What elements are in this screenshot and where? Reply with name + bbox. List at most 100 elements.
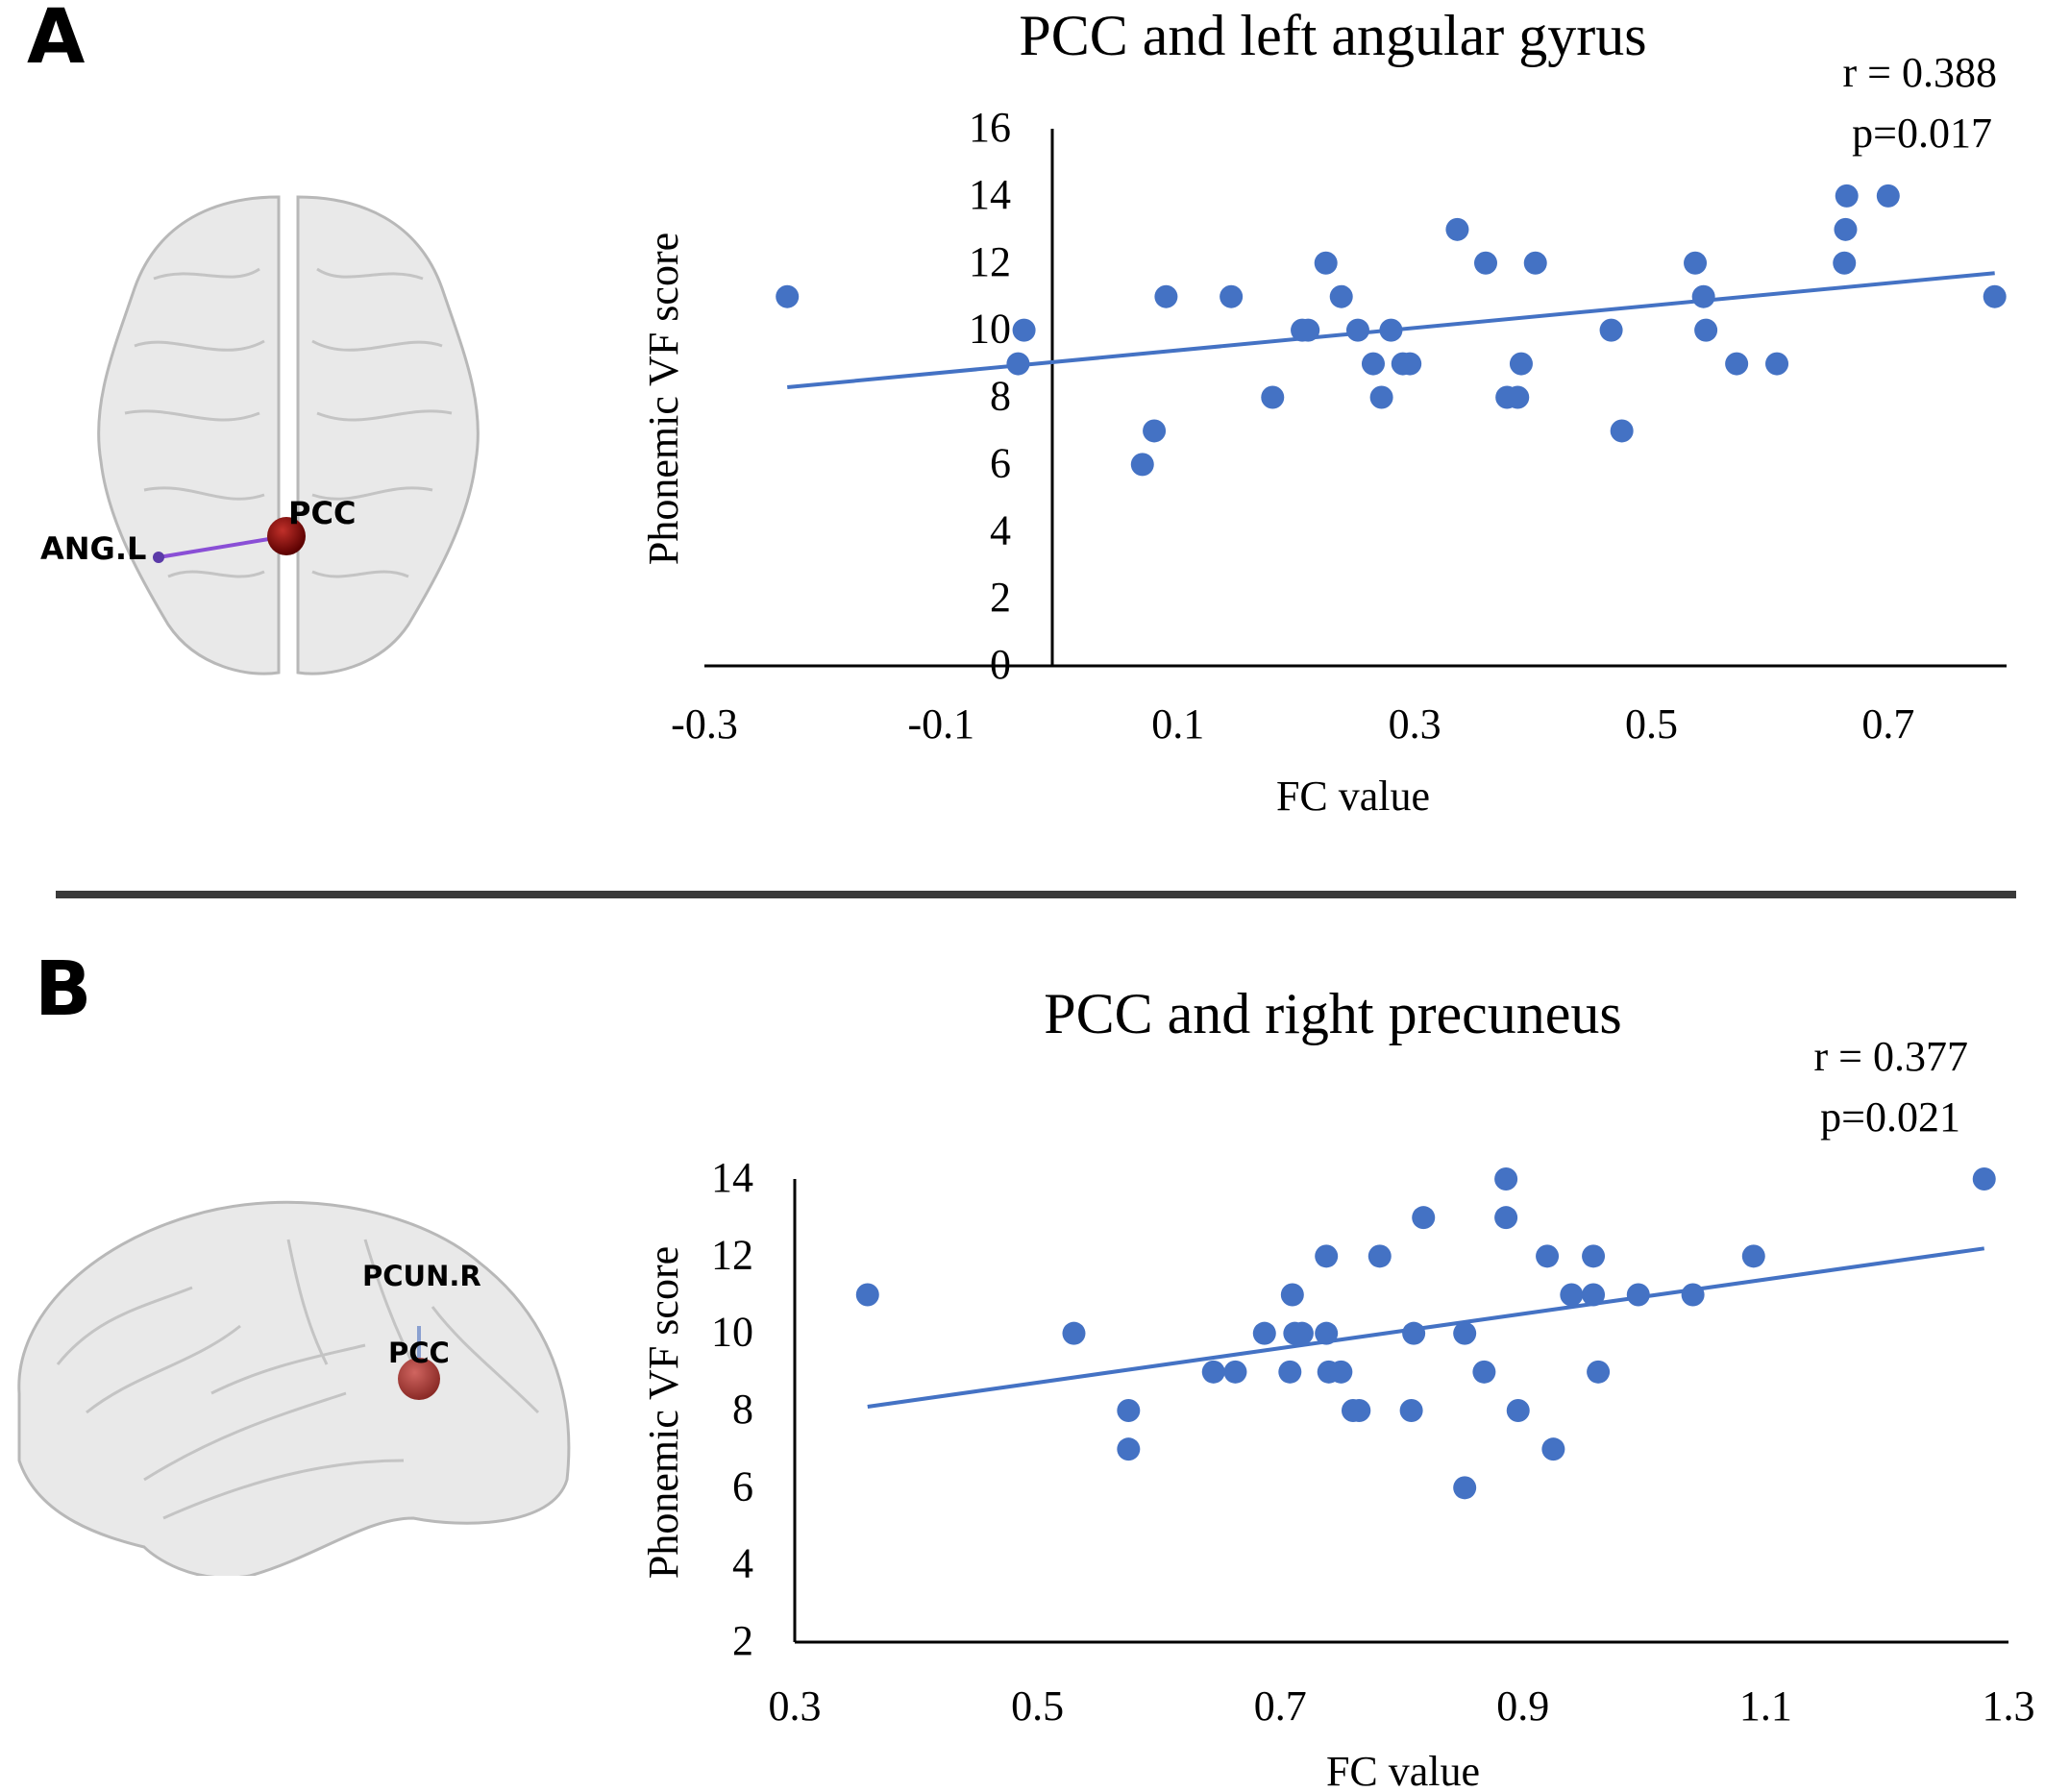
chart-b-axes [793, 1179, 2008, 1644]
chart-b-xtick-label: 1.1 [1739, 1682, 1792, 1730]
chart-b-point [1223, 1360, 1247, 1384]
chart-a-point [1345, 318, 1369, 342]
chart-a-point [1725, 352, 1749, 376]
chart-a-xtick-label: -0.1 [908, 700, 975, 748]
chart-a-point [1509, 352, 1533, 376]
chart-b-point [1541, 1437, 1565, 1461]
chart-a-point [1691, 284, 1715, 308]
chart-a-axes [704, 129, 2007, 668]
chart-b-point [1278, 1360, 1302, 1384]
chart-a-point [1379, 318, 1403, 342]
chart-b-point [1315, 1244, 1339, 1268]
chart-b-point [1399, 1399, 1423, 1422]
chart-a-point [1261, 385, 1285, 409]
chart-a-point [1834, 217, 1858, 241]
chart-b-xtick-label: 0.7 [1254, 1682, 1307, 1730]
pcc-node [267, 517, 306, 555]
chart-a-xtick-label: -0.3 [671, 700, 738, 748]
chart-a-ytick-label: 2 [990, 574, 1011, 621]
chart-b-ytick-label: 12 [711, 1231, 753, 1278]
chart-a-point [1694, 318, 1718, 342]
pcc-node-b [398, 1358, 440, 1400]
chart-a-points [776, 184, 2007, 477]
chart-a-point [1314, 251, 1338, 275]
chart-b-point [1626, 1283, 1650, 1307]
chart-b-stat-r: r = 0.377 [1814, 1033, 1968, 1080]
chart-b-point [1453, 1476, 1477, 1500]
chart-b-point [1201, 1360, 1225, 1384]
chart-a-ytick-label: 0 [990, 641, 1011, 688]
chart-b-point [1536, 1244, 1560, 1268]
chart-b-point [1582, 1283, 1606, 1307]
chart-a-point [1765, 352, 1789, 376]
chart-a-point [1983, 284, 2007, 308]
chart-a-point [1445, 217, 1469, 241]
chart-a-point [1143, 419, 1167, 443]
chart-b-xlabel: FC value [1326, 1748, 1480, 1792]
chart-a-ytick-label: 6 [990, 439, 1011, 486]
chart-b-xtick-label: 0.9 [1496, 1682, 1549, 1730]
chart-a-stat-r: r = 0.388 [1843, 49, 1997, 96]
panel-letter-b: B [35, 946, 92, 1033]
chart-b-point [855, 1283, 879, 1307]
ang-label: ANG.L [40, 530, 146, 567]
chart-b-point [1341, 1399, 1365, 1422]
brain-axial-view: PCC ANG.L [40, 195, 480, 675]
chart-a-point [1006, 352, 1030, 376]
chart-b-points [855, 1167, 1996, 1500]
chart-a-xlabel: FC value [1276, 773, 1430, 820]
connection-line-ang-pcc [158, 534, 287, 559]
chart-b-point [1587, 1360, 1611, 1384]
chart-b-point [1494, 1206, 1518, 1230]
chart-b-trendline [867, 1246, 1985, 1409]
chart-a-point [1130, 453, 1154, 477]
chart-b-point [1453, 1321, 1477, 1345]
chart-b-xtick-label: 0.5 [1011, 1682, 1064, 1730]
chart-a-point [1361, 352, 1385, 376]
chart-b-point [1329, 1360, 1353, 1384]
chart-b-point [1347, 1399, 1371, 1422]
chart-a-point [1506, 385, 1530, 409]
chart-b-point [1582, 1244, 1606, 1268]
chart-b-point [1117, 1399, 1141, 1422]
chart-a-ytick-label: 14 [969, 171, 1011, 218]
chart-b-point [1290, 1321, 1314, 1345]
chart-a-point [1296, 318, 1320, 342]
chart-a-point [1835, 184, 1859, 208]
chart-a-point [1220, 284, 1244, 308]
chart-a-point [1876, 184, 1900, 208]
chart-b-ytick-label: 4 [732, 1540, 753, 1587]
chart-b-point [1062, 1321, 1086, 1345]
chart-b-point [1117, 1437, 1141, 1461]
chart-a-point [1833, 251, 1857, 275]
chart-a-point [1523, 251, 1547, 275]
chart-b-point [1317, 1360, 1341, 1384]
chart-b-point [1506, 1399, 1530, 1422]
chart-a-point [1474, 251, 1497, 275]
chart-a-point [1610, 419, 1634, 443]
chart-a-xtick-label: 0.1 [1151, 700, 1204, 748]
chart-b-point [1402, 1321, 1426, 1345]
chart-a-title: PCC and left angular gyrus [1019, 4, 1646, 67]
chart-a-xtick-label: 0.7 [1861, 700, 1914, 748]
chart-b-point [1283, 1321, 1307, 1345]
chart-a-xtick-label: 0.3 [1389, 700, 1441, 748]
chart-a-ylabel: Phonemic VF score [640, 233, 687, 565]
chart-a-point [1154, 284, 1178, 308]
pcc-label-b: PCC [388, 1337, 450, 1369]
chart-b-point [1367, 1244, 1392, 1268]
chart-b-stat-p: p=0.021 [1820, 1093, 1960, 1141]
brain-lateral-view: PCUN.R PCC [17, 1200, 571, 1576]
chart-a-point [1369, 385, 1393, 409]
chart-b-ytick-label: 8 [732, 1386, 753, 1433]
panel-divider [56, 891, 2016, 898]
chart-b-yticks: 2 4 6 8 10 12 14 [711, 1154, 753, 1664]
chart-a-ytick-label: 8 [990, 373, 1011, 420]
chart-a-point [1329, 284, 1353, 308]
chart-a-ytick-label: 4 [990, 506, 1011, 553]
chart-b-point [1280, 1283, 1304, 1307]
chart-a-xtick-label: 0.5 [1625, 700, 1678, 748]
chart-b-point [1494, 1167, 1518, 1191]
chart-a-point [1599, 318, 1623, 342]
chart-a-point [776, 284, 800, 308]
